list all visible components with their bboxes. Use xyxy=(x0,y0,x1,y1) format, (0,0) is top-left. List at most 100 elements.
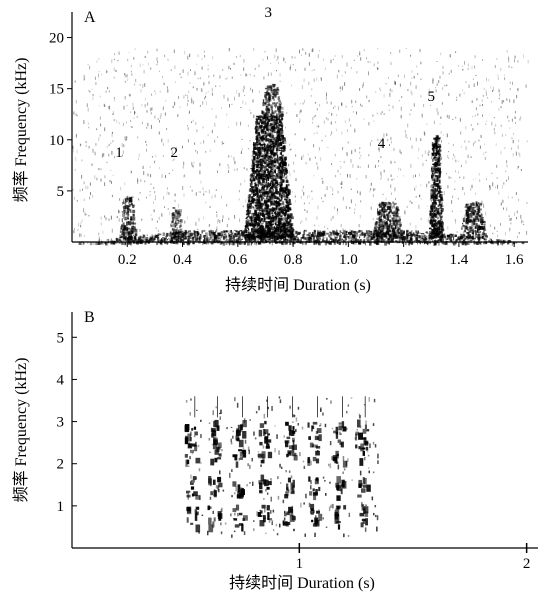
energy-mark-5 xyxy=(438,175,441,179)
noise-speck xyxy=(337,208,338,212)
noise-speck xyxy=(286,166,288,169)
noise-speck xyxy=(420,78,422,80)
noise-speck xyxy=(106,146,108,148)
energy-mark-2 xyxy=(260,176,262,180)
energy-mark-2 xyxy=(255,122,259,124)
energy-mark-2 xyxy=(284,217,288,221)
noise-speck xyxy=(205,92,207,94)
noise-speck xyxy=(337,211,339,214)
noise-speck xyxy=(75,99,77,104)
energy-mark-4 xyxy=(387,205,390,208)
energy-mark-2 xyxy=(280,139,283,142)
noise-speck xyxy=(330,121,332,125)
energy-mark-4 xyxy=(396,226,400,229)
noise-speck xyxy=(141,104,143,107)
energy-mark-2 xyxy=(271,203,274,205)
energy-mark-5 xyxy=(438,149,440,152)
energy-mark-2 xyxy=(267,177,270,180)
energy-mark-5 xyxy=(434,159,437,161)
energy-mark-7 xyxy=(400,232,404,236)
energy-mark-6 xyxy=(480,212,483,217)
energy-mark-5 xyxy=(430,218,433,223)
energy-mark-7 xyxy=(131,239,134,243)
energy-mark-2 xyxy=(289,228,291,230)
energy-mark-4 xyxy=(392,206,394,209)
noise-speck xyxy=(245,73,247,77)
energy-mark-5 xyxy=(437,157,440,160)
energy-mark-2 xyxy=(271,137,273,139)
noise-speck xyxy=(335,121,337,123)
energy-mark-5 xyxy=(433,165,437,167)
noise-speck xyxy=(503,100,505,103)
noise-speck xyxy=(346,62,348,67)
noise-speck xyxy=(420,138,422,141)
noise-speck xyxy=(325,135,327,138)
energy-mark-7 xyxy=(354,237,356,242)
noise-speck xyxy=(400,114,402,119)
noise-speck xyxy=(516,210,518,214)
energy-mark-2 xyxy=(259,115,262,118)
energy-mark-4 xyxy=(394,226,397,229)
energy-mark-2 xyxy=(266,191,269,195)
noise-speck xyxy=(437,180,439,184)
energy-mark-5 xyxy=(436,142,438,146)
noise-speck xyxy=(302,102,304,105)
energy-mark-7 xyxy=(130,241,133,246)
energy-mark-6 xyxy=(475,206,477,209)
energy-mark-5 xyxy=(439,191,442,194)
noise-speck xyxy=(191,97,193,101)
noise-speck xyxy=(84,211,86,216)
energy-mark-5 xyxy=(434,162,436,167)
energy-mark-5 xyxy=(434,200,437,204)
energy-mark-2 xyxy=(263,181,266,185)
energy-mark-3 xyxy=(265,106,268,110)
energy-mark-2 xyxy=(274,124,276,126)
energy-mark-5 xyxy=(441,226,444,231)
energy-mark-4 xyxy=(396,207,399,211)
noise-speck xyxy=(183,193,185,197)
energy-mark-2 xyxy=(259,173,262,177)
energy-mark-3 xyxy=(266,113,268,115)
noise-speck xyxy=(517,88,519,92)
noise-speck xyxy=(419,173,420,177)
noise-speck xyxy=(294,133,296,136)
energy-mark-2 xyxy=(271,130,274,132)
noise-speck xyxy=(518,165,519,168)
noise-speck xyxy=(255,208,257,211)
energy-mark-2 xyxy=(254,144,257,147)
energy-mark-0 xyxy=(124,227,128,230)
energy-mark-2 xyxy=(262,165,265,168)
energy-mark-2 xyxy=(256,202,259,206)
noise-speck xyxy=(511,118,513,122)
energy-mark-1 xyxy=(181,232,185,235)
energy-mark-2 xyxy=(251,196,253,199)
noise-speck xyxy=(144,180,146,183)
noise-speck xyxy=(459,176,461,179)
energy-mark-2 xyxy=(260,212,263,214)
energy-mark-2 xyxy=(250,236,254,238)
noise-speck xyxy=(182,145,183,149)
noise-speck xyxy=(205,95,207,98)
energy-mark-0 xyxy=(124,204,126,206)
noise-speck xyxy=(436,83,438,86)
energy-mark-5 xyxy=(432,168,436,171)
energy-mark-2 xyxy=(246,214,250,216)
noise-speck xyxy=(511,66,513,68)
energy-mark-3 xyxy=(276,105,278,108)
energy-mark-2 xyxy=(261,198,263,202)
noise-speck xyxy=(411,92,413,96)
energy-mark-2 xyxy=(277,182,280,185)
noise-speck xyxy=(457,160,459,163)
energy-mark-2 xyxy=(281,150,284,152)
energy-mark-6 xyxy=(477,224,480,228)
energy-mark-0 xyxy=(131,225,134,227)
energy-mark-2 xyxy=(261,153,265,158)
noise-speck xyxy=(506,50,508,53)
energy-mark-5 xyxy=(436,195,438,198)
noise-speck xyxy=(95,143,97,146)
energy-mark-2 xyxy=(257,146,261,151)
energy-mark-7 xyxy=(428,237,430,241)
energy-mark-2 xyxy=(248,210,251,212)
energy-mark-2 xyxy=(272,125,275,130)
energy-mark-4 xyxy=(380,224,383,227)
